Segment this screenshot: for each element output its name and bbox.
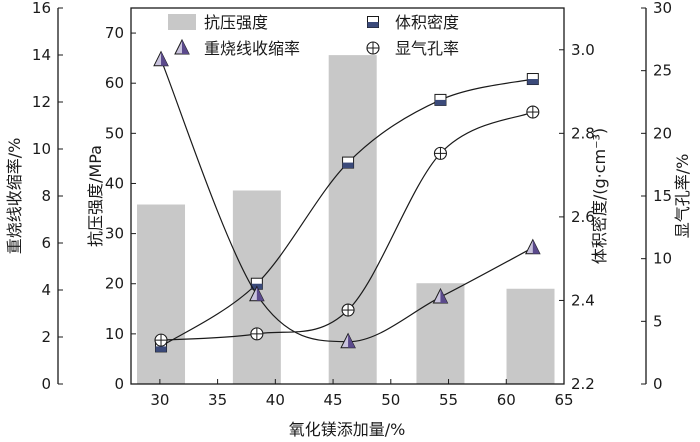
y-axis-title-shrink: 重烧线收缩率/%	[5, 138, 24, 255]
y-tick-label-porosity-0: 0	[653, 375, 663, 393]
y-tick-label-shrink-2: 4	[41, 281, 51, 299]
legend-marker-1-fill	[367, 22, 379, 28]
legend-label-1: 体积密度	[395, 13, 459, 32]
y-tick-label-porosity-4: 20	[653, 124, 672, 142]
y-tick-label-porosity-6: 30	[653, 0, 672, 17]
y-tick-label-shrink-6: 12	[32, 93, 51, 111]
point-square-3-fill	[434, 99, 446, 106]
y-tick-label-strength-4: 40	[105, 174, 124, 192]
y-axis-title-density: 体积密度/(g·cm⁻³)	[590, 128, 609, 264]
x-tick-label-5: 55	[439, 391, 458, 409]
point-triangle-0-shade	[161, 51, 169, 66]
x-tick-label-2: 40	[266, 391, 285, 409]
series-line-circle-plus	[160, 111, 534, 341]
x-tick-label-3: 45	[324, 391, 343, 409]
point-square-4-fill	[527, 79, 539, 85]
y-tick-label-strength-6: 60	[105, 74, 124, 92]
point-square-3	[434, 93, 447, 106]
bar-2	[328, 55, 377, 384]
legend-label-2: 重烧线收缩率	[204, 39, 300, 58]
y-tick-label-strength-5: 50	[105, 124, 124, 142]
plot-frame	[130, 7, 565, 385]
x-axis-title: 氧化镁添加量/%	[289, 420, 406, 439]
y-tick-label-shrink-8: 16	[32, 0, 51, 17]
y-tick-label-density-1: 2.4	[571, 291, 595, 309]
x-tick-label-4: 50	[381, 391, 400, 409]
y-tick-label-density-0: 2.2	[571, 375, 595, 393]
y-tick-label-shrink-7: 14	[32, 46, 51, 64]
y-tick-label-shrink-0: 0	[41, 375, 51, 393]
legend-marker-2	[174, 38, 190, 55]
x-tick-label-0: 30	[150, 391, 169, 409]
y-tick-label-strength-0: 0	[114, 375, 124, 393]
y-tick-label-shrink-5: 10	[32, 140, 51, 158]
point-circle-plus-2	[341, 303, 355, 317]
x-tick-label-1: 35	[208, 391, 227, 409]
point-triangle-3	[432, 287, 449, 304]
legend-marker-3	[366, 41, 380, 55]
y-tick-label-density-4: 3.0	[571, 41, 595, 59]
legend-label-0: 抗压强度	[204, 13, 268, 32]
legend-marker-1	[367, 16, 379, 28]
point-circle-plus-4	[526, 105, 540, 119]
point-triangle-4	[525, 238, 541, 255]
bar-0	[137, 204, 186, 384]
y-tick-label-strength-1: 10	[105, 325, 124, 343]
bars-group	[137, 55, 555, 384]
point-triangle-1-shade	[256, 286, 264, 301]
x-tick-label-7: 65	[554, 391, 573, 409]
y-tick-label-strength-7: 70	[105, 24, 124, 42]
y-tick-label-porosity-2: 10	[653, 250, 672, 268]
point-triangle-0	[153, 50, 169, 67]
point-triangle-2	[340, 332, 356, 349]
point-triangle-1	[249, 285, 265, 302]
legend-label-3: 显气孔率	[395, 39, 459, 58]
y-tick-label-porosity-3: 15	[653, 187, 672, 205]
point-square-4	[526, 73, 539, 86]
y-axis-title-strength: 抗压强度/MPa	[86, 145, 105, 247]
series-line-triangle	[160, 59, 534, 343]
point-triangle-4-shade	[532, 239, 540, 254]
y-tick-label-shrink-1: 2	[41, 328, 51, 346]
point-triangle-2-shade	[348, 333, 356, 348]
bar-4	[506, 288, 555, 384]
axes-group: 30 35 40 45 50 55 60 65024681012141601020304050…	[32, 0, 672, 409]
point-circle-plus-1	[250, 327, 264, 341]
legend-swatch-0	[168, 14, 196, 30]
legend-marker-2-shade	[182, 40, 189, 54]
y-tick-label-density-3: 2.8	[571, 124, 595, 142]
point-square-0-fill	[155, 346, 167, 352]
y-tick-label-shrink-3: 6	[41, 234, 51, 252]
y-tick-label-shrink-4: 8	[41, 187, 51, 205]
lines-group	[153, 50, 541, 353]
point-square-2	[342, 156, 355, 169]
y-tick-label-porosity-5: 25	[653, 62, 672, 80]
point-triangle-3-shade	[440, 289, 448, 304]
point-square-2-fill	[342, 162, 354, 169]
point-circle-plus-0	[154, 333, 168, 347]
y-axis-title-porosity: 显气孔率/%	[673, 154, 692, 239]
y-tick-label-density-2: 2.6	[571, 208, 595, 226]
y-tick-label-strength-2: 20	[105, 275, 124, 293]
x-tick-label-6: 60	[497, 391, 516, 409]
y-tick-label-strength-3: 30	[105, 225, 124, 243]
point-circle-plus-3	[433, 146, 448, 160]
y-tick-label-porosity-1: 5	[653, 312, 663, 330]
